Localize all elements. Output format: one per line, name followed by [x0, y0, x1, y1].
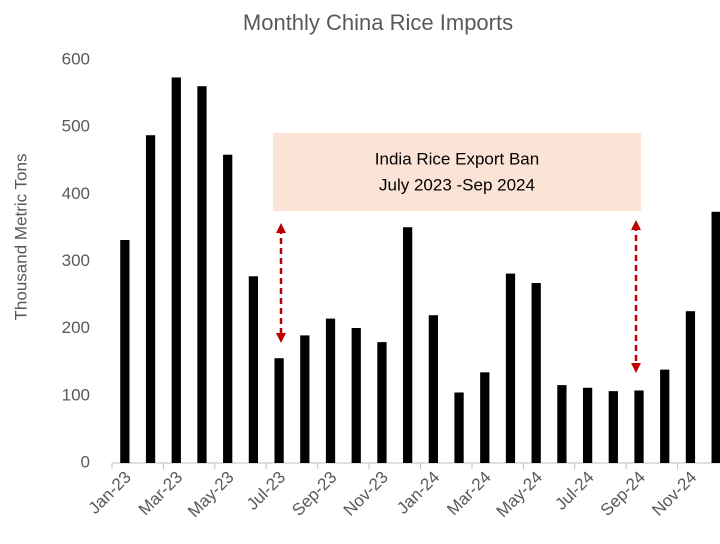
x-tick-label: May-23	[184, 468, 238, 522]
bar	[171, 77, 181, 464]
x-tick-label: Jul-23	[243, 468, 289, 514]
bar	[480, 372, 490, 463]
x-tick-label: Sep-24	[597, 468, 649, 520]
x-tick-label: Jul-24	[551, 468, 597, 514]
bar	[660, 369, 670, 463]
bar	[248, 276, 259, 463]
bar	[300, 335, 310, 463]
x-tick-label: Nov-23	[340, 468, 392, 520]
y-tick-label: 0	[81, 452, 90, 471]
bar	[223, 154, 233, 463]
bar	[377, 342, 387, 463]
bar	[582, 387, 593, 463]
y-tick-label: 500	[62, 117, 90, 136]
bar	[505, 273, 516, 463]
bar	[454, 392, 464, 463]
bar	[531, 282, 541, 463]
bar	[120, 240, 130, 463]
bar	[145, 135, 156, 463]
x-tick-label: Sep-23	[288, 468, 340, 520]
bar	[711, 211, 720, 463]
annotation-text: India Rice Export Ban	[375, 149, 539, 168]
x-tick-label: Jan-24	[393, 468, 443, 518]
bar	[197, 86, 207, 463]
bar	[428, 315, 438, 463]
x-tick-label: Jan-23	[85, 468, 135, 518]
bar	[274, 358, 284, 463]
bar	[634, 390, 644, 463]
y-axis-label: Thousand Metric Tons	[11, 154, 30, 321]
x-tick-label: Mar-24	[443, 468, 495, 520]
bar	[685, 311, 696, 463]
x-tick-label: Nov-24	[648, 468, 700, 520]
chart-title: Monthly China Rice Imports	[243, 10, 513, 35]
y-tick-label: 100	[62, 385, 90, 404]
y-tick-label: 300	[62, 251, 90, 270]
x-tick-label: May-24	[493, 468, 547, 522]
bar	[403, 227, 413, 463]
y-tick-label: 400	[62, 184, 90, 203]
annotation-text: July 2023 -Sep 2024	[379, 175, 535, 194]
y-tick-label: 200	[62, 318, 90, 337]
annotation-box	[273, 133, 641, 211]
y-tick-label: 600	[62, 49, 90, 68]
bar	[557, 385, 567, 463]
x-tick-label: Mar-23	[135, 468, 187, 520]
bar	[608, 391, 618, 463]
bar	[351, 327, 361, 463]
bar	[325, 318, 336, 463]
